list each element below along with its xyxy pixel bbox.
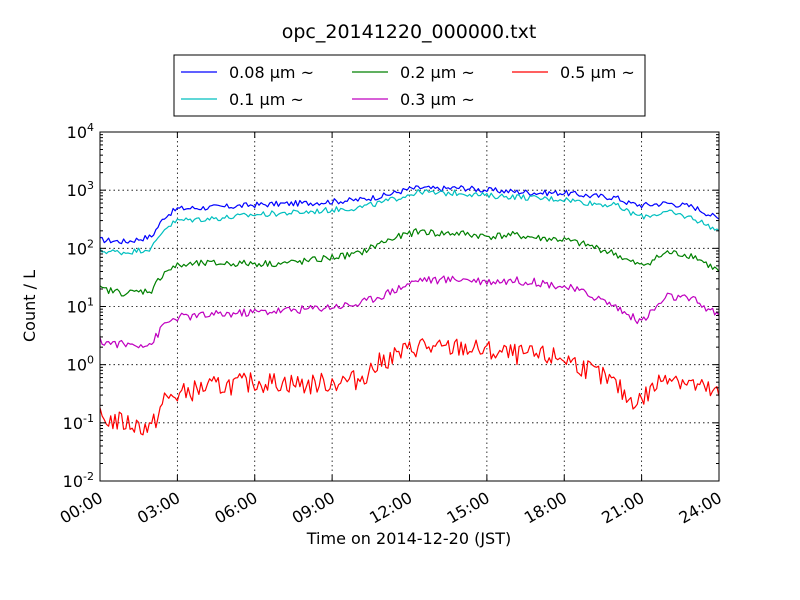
series-lines [99, 185, 720, 436]
legend-label: 0.3 μm ~ [400, 90, 475, 109]
x-tick-label: 09:00 [289, 488, 338, 528]
y-tick-label: 10-2 [63, 470, 94, 491]
y-tick-labels: 10-2 10-1 100 101 102 103 104 [63, 121, 94, 491]
x-axis-label: Time on 2014-12-20 (JST) [306, 529, 511, 548]
x-tick-label: 03:00 [134, 488, 183, 528]
x-tick-label: 06:00 [211, 488, 260, 528]
y-tick-label: 103 [67, 179, 94, 200]
axis-ticks [99, 131, 720, 482]
series-line-2 [99, 228, 720, 297]
series-line-4 [99, 338, 720, 436]
y-tick-label: 104 [67, 121, 94, 142]
series-line-1 [99, 188, 720, 256]
grid-lines [99, 131, 720, 482]
series-line-3 [99, 275, 720, 349]
x-tick-labels: 00:00 03:00 06:00 09:00 12:00 15:00 18:00 21:00… [57, 488, 725, 528]
series-line-0 [99, 185, 720, 245]
legend-box [173, 54, 646, 117]
y-tick-label: 102 [67, 237, 94, 258]
plot-frame [99, 131, 720, 482]
x-tick-label: 24:00 [676, 488, 725, 528]
legend: 0.08 μm ~ 0.1 μm ~ 0.2 μm ~ 0.3 μm ~ 0.5 μm … [173, 54, 646, 117]
legend-label: 0.2 μm ~ [400, 63, 475, 82]
x-tick-label: 15:00 [443, 488, 492, 528]
legend-label: 0.5 μm ~ [560, 63, 635, 82]
y-tick-label: 100 [67, 354, 94, 375]
chart-title: opc_20141220_000000.txt [282, 21, 537, 43]
legend-label: 0.08 μm ~ [229, 63, 314, 82]
x-tick-label: 00:00 [57, 488, 106, 528]
x-tick-label: 21:00 [598, 488, 647, 528]
x-tick-label: 12:00 [366, 488, 415, 528]
y-axis-label: Count / L [20, 270, 39, 342]
y-tick-label: 101 [67, 296, 94, 317]
x-tick-label: 18:00 [521, 488, 570, 528]
legend-label: 0.1 μm ~ [229, 90, 304, 109]
y-tick-label: 10-1 [63, 412, 94, 433]
legend-entries: 0.08 μm ~ 0.1 μm ~ 0.2 μm ~ 0.3 μm ~ 0.5 μm … [181, 63, 635, 109]
